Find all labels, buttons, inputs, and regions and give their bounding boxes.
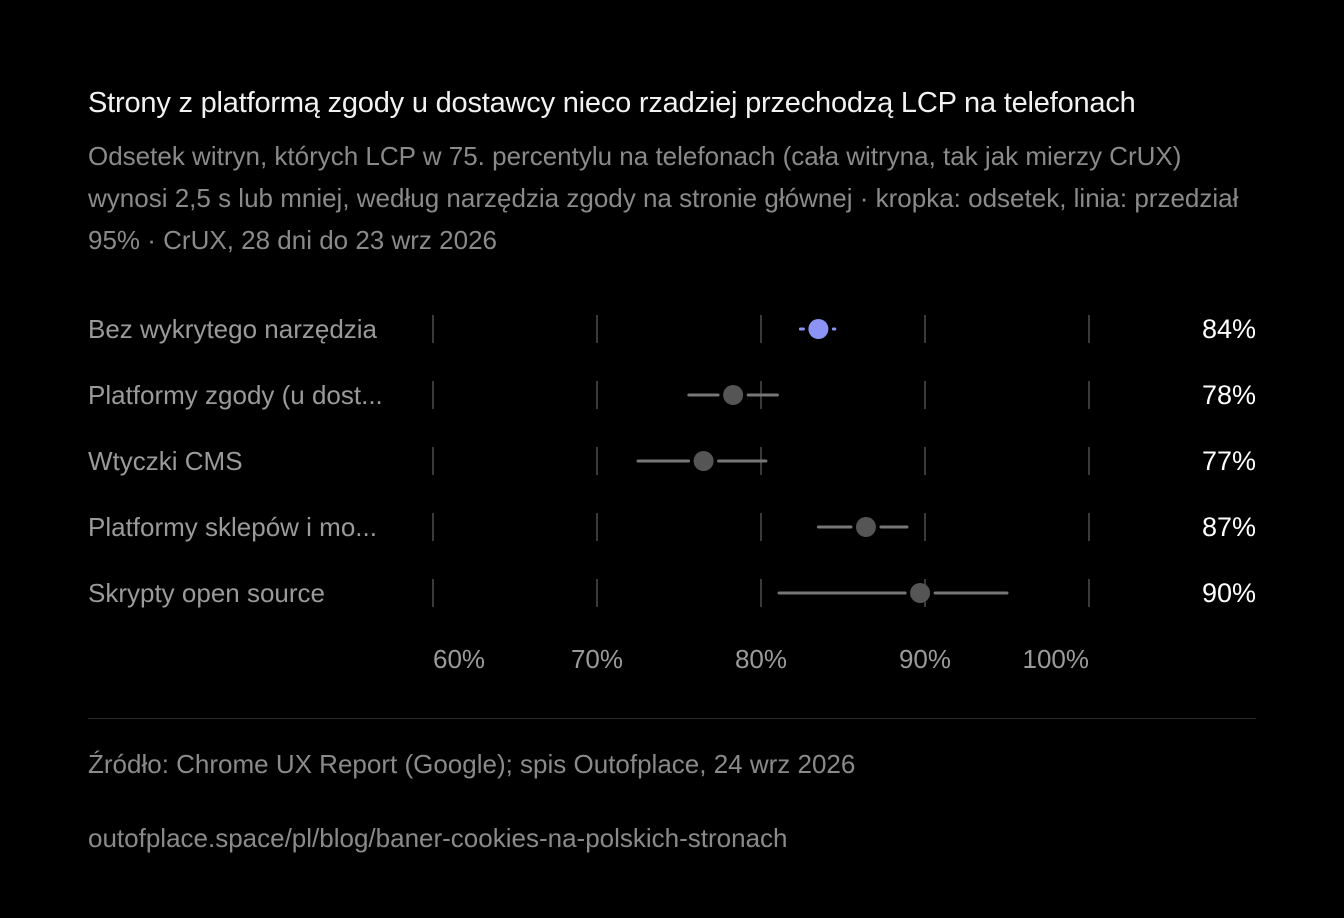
category-label: Wtyczki CMS [88,446,243,476]
source-note: Źródło: Chrome UX Report (Google); spis … [88,749,856,779]
page-url: outofplace.space/pl/blog/baner-cookies-n… [88,823,788,853]
value-label: 84% [1202,314,1256,344]
dot-interval-chart: Bez wykrytego narzędzia 84% Platformy zgod… [88,314,1256,674]
value-label: 87% [1202,512,1256,542]
data-point [855,517,876,537]
x-tick-label: 80% [735,644,787,674]
category-label: Bez wykrytego narzędzia [88,314,378,344]
footer-divider [88,718,1256,719]
x-tick-label: 60% [433,644,485,674]
category-label: Platformy zgody (u dost... [88,380,383,410]
data-point [723,385,744,405]
value-label: 77% [1202,446,1256,476]
data-point [808,319,829,339]
category-label: Skrypty open source [88,578,325,608]
chart-title: Strony z platformą zgody u dostawcy niec… [88,87,1136,119]
value-label: 90% [1202,578,1256,608]
chart-subtitle: Odsetek witryn, których LCP w 75. percen… [88,141,1239,255]
data-point [910,583,931,603]
value-label: 78% [1202,380,1256,410]
data-point [693,451,714,471]
x-tick-label: 90% [899,644,951,674]
category-label: Platformy sklepów i mo... [88,512,377,542]
x-tick-label: 100% [1023,644,1090,674]
x-tick-label: 70% [571,644,623,674]
